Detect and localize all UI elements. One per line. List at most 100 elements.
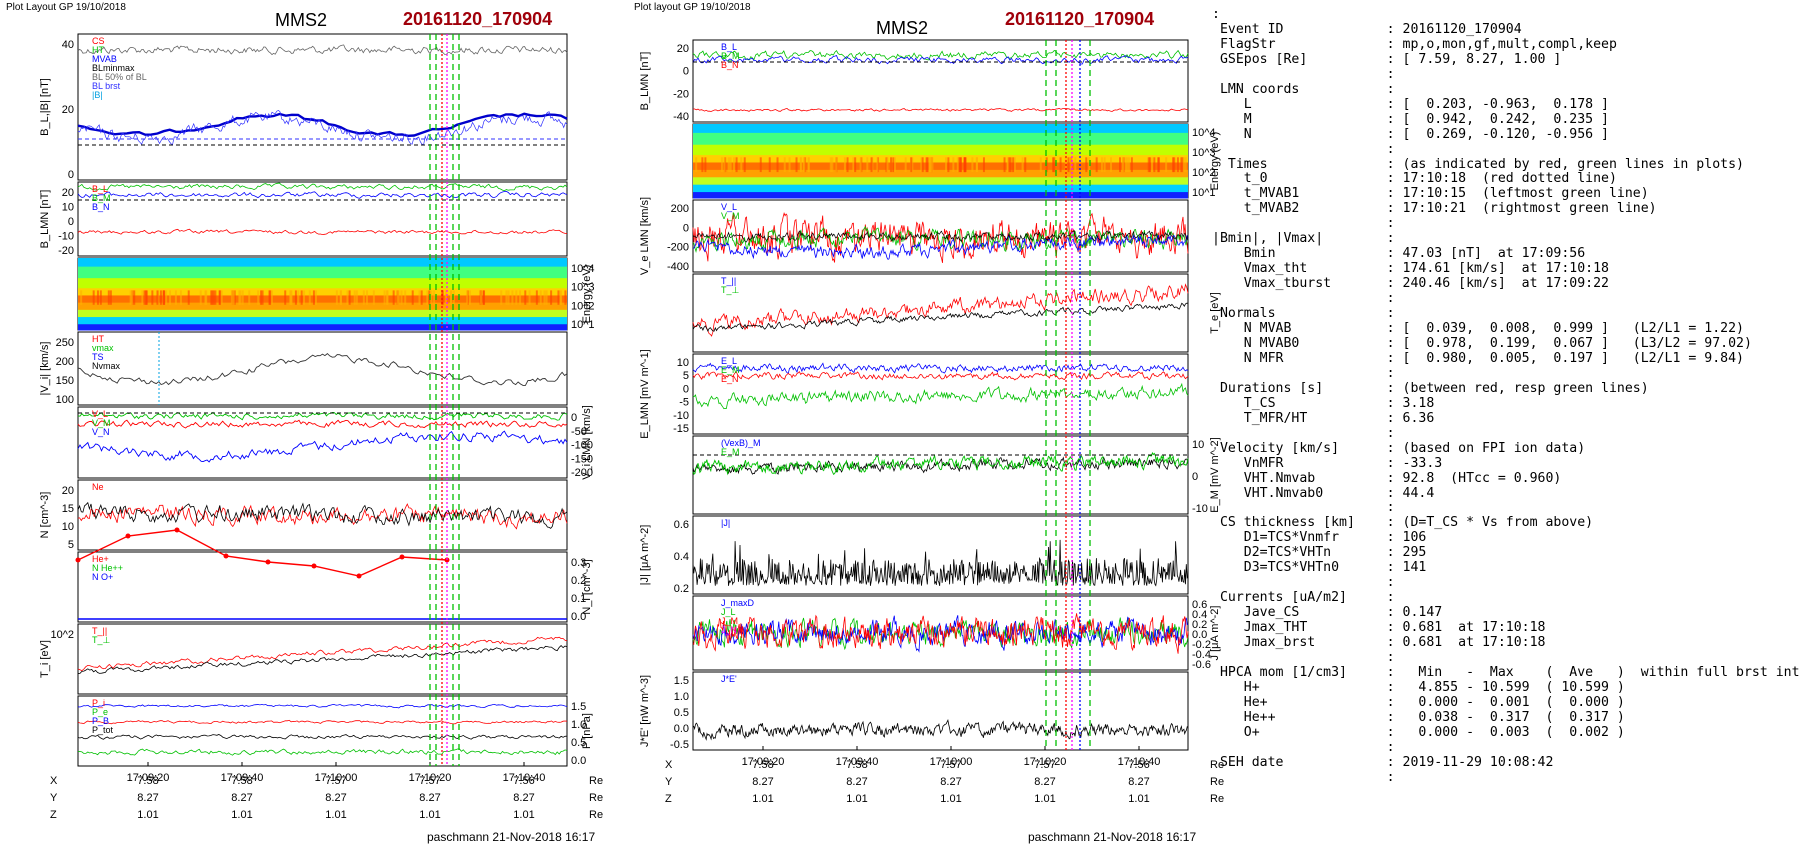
left-position-value: 1.01 (325, 809, 346, 821)
info-line: t_MVAB1 : 17:10:15 (leftmost green line) (1212, 186, 1649, 202)
middle-ytick-label: 10^3 (1192, 147, 1216, 159)
middle-axis-label: J*E' [nW m^-3] (639, 675, 651, 747)
middle-spectrogram-texture (1045, 157, 1048, 173)
left-tpar-line (77, 636, 568, 672)
middle-position-value: 7.58 (752, 759, 773, 771)
info-line: Bmin : 47.03 [nT] at 17:09:56 (1212, 246, 1586, 262)
left-ytick-label: 20 (62, 485, 74, 497)
left-ytick-label: -10 (58, 231, 74, 243)
left-ytick-label: -50 (571, 426, 587, 438)
left-spectrogram-texture (312, 290, 315, 305)
middle-panel-frame (692, 435, 1189, 515)
left-plot-layout-label: Plot Layout GP 19/10/2018 (6, 2, 126, 13)
middle-position-value: 1.01 (846, 793, 867, 805)
left-position-row-label: X (50, 775, 58, 787)
left-position-value: 1.01 (137, 809, 158, 821)
middle-spectrogram-texture (956, 157, 959, 173)
middle-ytick-label: 10^2 (1192, 167, 1216, 179)
middle-spectrogram-texture (799, 157, 802, 173)
middle-legend-label: V_M (721, 211, 740, 221)
left-legend-label: B_M (92, 193, 111, 203)
left-time-tick-label: 17:10:40 (503, 772, 546, 784)
left-legend-label: B_L (92, 184, 108, 194)
left-spectrogram-texture (284, 290, 287, 305)
info-line: D2=TCS*VHTn : 295 (1212, 545, 1427, 561)
left-spectrogram-texture (545, 290, 548, 305)
left-he-point (311, 563, 317, 569)
left-spectrogram-texture (289, 290, 292, 305)
left-ytick-label: 10^2 (50, 629, 74, 641)
middle-position-row-label: X (665, 759, 673, 771)
middle-ytick-label: 0.6 (1192, 599, 1207, 611)
left-spectrogram-texture (515, 290, 518, 305)
left-spectrogram-texture (543, 290, 546, 305)
middle-spectrogram-texture (876, 157, 879, 173)
info-line: N : [ 0.269, -0.120, -0.956 ] (1212, 126, 1609, 142)
info-line: FlagStr : mp,o,mon,gf,mult,compl,keep (1212, 36, 1617, 52)
left-spectrogram-texture (159, 290, 162, 305)
middle-ytick-label: 0.4 (1192, 609, 1207, 621)
left-spectrogram-texture (353, 290, 356, 305)
middle-spectrogram-texture (1176, 157, 1179, 173)
middle-ytick-label: -10 (1192, 503, 1208, 515)
left-spectrogram-texture (528, 290, 531, 305)
left-legend-label: MVAB (92, 54, 117, 64)
info-line: N MFR : [ 0.980, 0.005, 0.197 ] (L2/L1 =… (1212, 350, 1744, 366)
middle-position-value: 1.01 (940, 793, 961, 805)
middle-ytick-label: 200 (671, 203, 689, 215)
middle-spectrogram-texture (1147, 157, 1150, 173)
middle-ytick-label: 10^4 (1192, 127, 1216, 139)
left-spectrogram-texture (239, 290, 242, 305)
left-spectrogram-texture (169, 290, 172, 305)
left-b-magnitude (77, 44, 568, 56)
middle-ytick-label: 0.6 (674, 519, 689, 531)
middle-vem-line (692, 225, 1189, 253)
left-axis-label: B_L,|B| [nT] (39, 78, 51, 136)
middle-spectrogram-texture (740, 157, 743, 173)
left-spectrogram-texture (511, 290, 514, 305)
middle-spectrogram-texture (920, 157, 923, 173)
middle-spectrogram-texture (1130, 157, 1133, 173)
middle-je-line (692, 718, 1189, 741)
left-panel-frame (77, 33, 568, 181)
left-spectrogram-texture (233, 290, 236, 305)
left-spectrogram-texture (411, 290, 414, 305)
left-time-tick-label: 17:09:40 (221, 772, 264, 784)
middle-spectrogram-texture (831, 157, 834, 173)
left-spectrogram-texture (210, 290, 213, 305)
middle-spectrogram-texture (904, 157, 907, 173)
middle-axis-label: B_LMN [nT] (639, 52, 651, 111)
middle-spectrogram-texture (1184, 157, 1187, 173)
left-spectrogram-texture (400, 290, 403, 305)
middle-spectrogram-texture (1151, 157, 1154, 173)
left-spectrogram-texture (303, 290, 306, 305)
middle-time-tick-label: 17:09:20 (742, 756, 785, 768)
middle-ytick-label: 0 (683, 222, 689, 234)
middle-bn-line (692, 107, 1189, 112)
left-legend-label: He+ (92, 554, 109, 564)
middle-spectrogram-texture (829, 157, 832, 173)
middle-position-value: 7.57 (1034, 759, 1055, 771)
left-spectrogram-texture (404, 290, 407, 305)
left-bl-line (77, 190, 568, 199)
middle-spectrogram-texture (952, 157, 955, 173)
middle-legend-label: J_maxD (721, 598, 755, 608)
middle-event-label: 20161120_170904 (1005, 9, 1155, 29)
info-line: Currents [uA/m2] : (1212, 590, 1395, 606)
middle-spectrogram-texture (930, 157, 933, 173)
left-spectrogram-texture (314, 290, 317, 305)
left-legend-label: CS (92, 36, 105, 46)
left-legend-label: P_e (92, 707, 108, 717)
left-ytick-label: 250 (56, 337, 74, 349)
left-position-value: 7.58 (137, 775, 158, 787)
middle-legend-label: |J| (721, 518, 730, 528)
left-spectrogram-texture (248, 290, 251, 305)
left-ytick-label: 0.2 (571, 575, 586, 587)
info-line: T_MFR/HT : 6.36 (1212, 410, 1435, 426)
left-ytick-label: 200 (56, 356, 74, 368)
info-line: Normals : (1212, 306, 1395, 322)
left-spectrogram-texture (430, 290, 433, 305)
info-line: VHT.Nmvab : 92.8 (HTcc = 0.960) (1212, 470, 1562, 486)
middle-en-line (692, 371, 1189, 381)
left-legend-label: P_B (92, 716, 109, 726)
